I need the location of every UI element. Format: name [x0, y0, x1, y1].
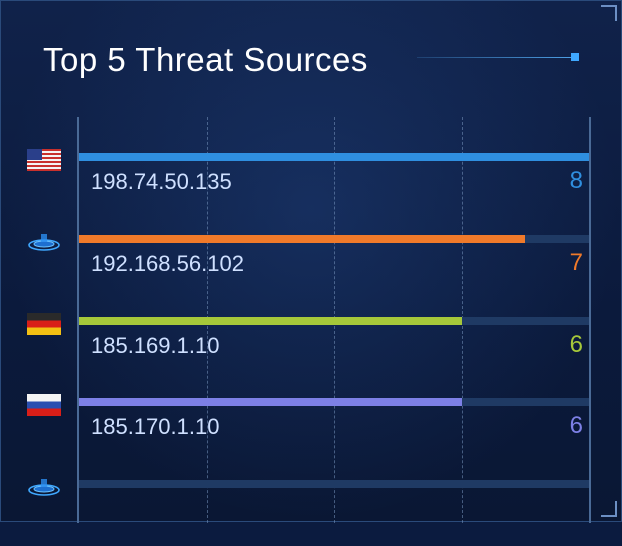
us-flag-icon: [27, 149, 61, 171]
corner-bracket-bottom-right: [601, 501, 617, 517]
threat-source-row: [1, 476, 622, 546]
corner-bracket-top-right: [601, 5, 617, 21]
threat-count-label: 8: [569, 167, 583, 194]
threat-source-row: 198.74.50.135 8: [1, 149, 622, 219]
threat-bar: [79, 153, 589, 161]
russia-flag-icon: [27, 394, 61, 416]
title-decor-dot: [571, 53, 579, 61]
threat-source-row: 185.170.1.10 6: [1, 394, 622, 464]
source-ip-label: 185.170.1.10: [91, 414, 220, 439]
threat-count-label: 7: [569, 249, 583, 276]
threat-bar: [79, 317, 462, 325]
title-decor-line: [417, 57, 573, 58]
bar-track: [79, 480, 589, 488]
bar-track: [79, 153, 589, 161]
threat-sources-panel: Top 5 Threat Sources 198.74.50.135 8 192.1…: [0, 0, 622, 523]
panel-title: Top 5 Threat Sources: [43, 41, 368, 78]
threat-bar: [79, 398, 462, 406]
threat-count-label: 6: [569, 331, 583, 358]
threat-bar: [79, 235, 525, 243]
bar-track: [79, 235, 589, 243]
network-globe-icon: [27, 476, 61, 498]
source-ip-label: 192.168.56.102: [91, 251, 244, 276]
source-ip-label: 198.74.50.135: [91, 169, 232, 194]
chart-axis-left: [77, 117, 79, 523]
threat-sources-chart: 198.74.50.135 8 192.168.56.102 7 185.169.1.1…: [1, 1, 622, 523]
threat-count-label: 6: [569, 412, 583, 439]
bar-track: [79, 398, 589, 406]
bar-track: [79, 317, 589, 325]
threat-source-row: 185.169.1.10 6: [1, 313, 622, 383]
chart-axis-right: [589, 117, 591, 523]
germany-flag-icon: [27, 313, 61, 335]
network-globe-icon: [27, 231, 61, 253]
threat-source-row: 192.168.56.102 7: [1, 231, 622, 301]
source-ip-label: 185.169.1.10: [91, 333, 220, 358]
